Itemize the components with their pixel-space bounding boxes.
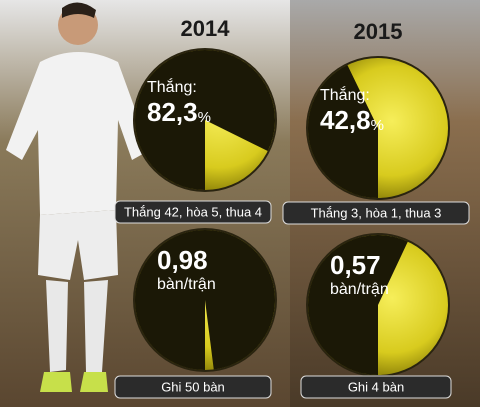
caption: Ghi 4 bàn <box>348 379 404 394</box>
year-title: 2015 <box>354 19 403 44</box>
year-title: 2014 <box>181 16 231 41</box>
slice-label: Thắng: <box>320 85 370 104</box>
caption-box <box>282 201 470 225</box>
pie-slice <box>307 235 408 375</box>
pie-slice <box>134 49 275 190</box>
value-number: 82,3 <box>147 97 198 127</box>
caption: Ghi 50 bàn <box>161 379 225 394</box>
caption-box <box>300 375 452 399</box>
caption-box <box>114 200 272 224</box>
caption: Thắng 42, hòa 5, thua 4 <box>124 204 262 219</box>
caption-box <box>114 375 272 399</box>
slice-label: Thắng: <box>147 77 197 96</box>
pie-slice <box>135 229 276 370</box>
value-label: 0,98 <box>157 245 208 275</box>
value-unit: % <box>198 109 211 126</box>
value-number: 42,8 <box>320 105 371 135</box>
player-figure <box>6 2 150 392</box>
pie-slice <box>307 65 378 199</box>
value-unit: % <box>371 117 384 134</box>
value-unit: bàn/trận <box>330 281 389 298</box>
value-label: 82,3% <box>147 97 211 127</box>
caption: Thắng 3, hòa 1, thua 3 <box>311 205 442 220</box>
value-label: 42,8% <box>320 105 384 135</box>
value-label: 0,57 <box>330 250 381 280</box>
value-unit: bàn/trận <box>157 276 216 293</box>
